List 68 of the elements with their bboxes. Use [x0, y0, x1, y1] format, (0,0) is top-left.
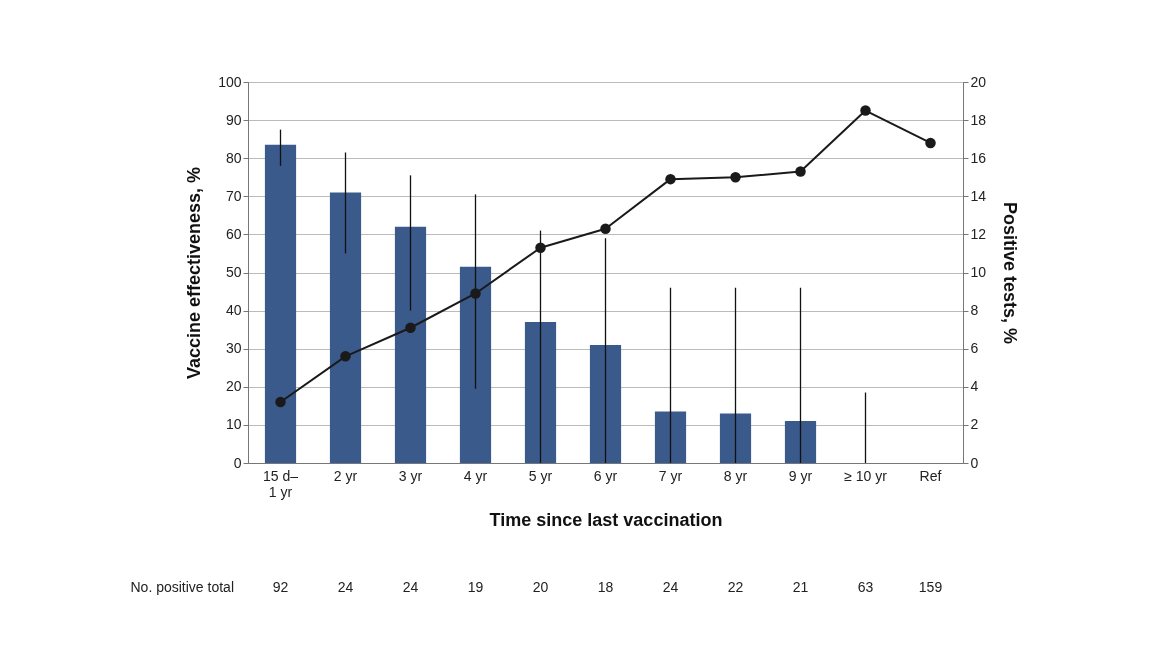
x-tick-label: 15 d– 1 yr — [262, 467, 299, 500]
text: No. positive total — [130, 579, 234, 595]
y2-tick-label: 6 — [970, 340, 979, 357]
y2-tick-label: 12 — [970, 225, 987, 242]
text: 20 — [532, 579, 549, 595]
y-tick-label: 0 — [233, 454, 242, 471]
x-tick-label: Ref — [919, 467, 942, 484]
bar — [459, 266, 492, 463]
point — [340, 351, 351, 362]
y-tick-label: 30 — [225, 340, 242, 357]
text: 24 — [402, 579, 419, 595]
y-tick-label: 90 — [225, 111, 242, 128]
bar — [524, 322, 557, 463]
bar — [589, 344, 622, 463]
y2-axis-title: Positive tests, % — [1000, 201, 1021, 345]
y-tick-label: 80 — [225, 149, 242, 166]
x-tick-label: 5 yr — [528, 467, 553, 484]
bar — [784, 421, 817, 463]
point — [470, 288, 481, 299]
point — [275, 396, 286, 408]
text: 24 — [337, 579, 354, 595]
y2-tick-label: 14 — [970, 187, 987, 204]
y-tick-label: 100 — [218, 73, 242, 90]
x-tick-label: 3 yr — [398, 467, 423, 484]
y-tick-label: 50 — [225, 264, 242, 280]
y-tick-label: 40 — [225, 302, 242, 319]
x-tick-label: 8 yr — [723, 467, 748, 484]
x-tick-label: 6 yr — [593, 467, 618, 484]
bar — [329, 192, 362, 463]
bar — [264, 144, 297, 463]
y-tick-label: 60 — [225, 225, 242, 242]
x-tick-label: 7 yr — [658, 467, 683, 484]
y2-tick-label: 4 — [970, 378, 979, 395]
y2-tick-label: 0 — [970, 454, 979, 471]
y-tick-label: 70 — [225, 187, 242, 204]
text: 24 — [662, 579, 679, 595]
text: 18 — [597, 579, 614, 595]
x-tick-label: ≥ 10 yr — [844, 467, 888, 484]
y-tick-label: 10 — [225, 416, 242, 433]
point — [795, 166, 806, 177]
y2-tick-label: 10 — [970, 264, 987, 280]
x-tick-label: 4 yr — [463, 467, 488, 484]
point — [925, 137, 936, 149]
y2-tick-label: 8 — [970, 302, 979, 319]
text: 92 — [272, 579, 289, 595]
point — [860, 105, 871, 116]
text: 159 — [918, 579, 943, 595]
point — [730, 172, 741, 183]
point — [665, 173, 676, 185]
point — [405, 322, 416, 333]
text: 63 — [857, 579, 874, 595]
y-axis-title: Vaccine effectiveness, % — [184, 166, 205, 380]
point — [600, 223, 611, 234]
bar — [719, 413, 752, 463]
y2-tick-label: 2 — [970, 416, 979, 433]
text: 22 — [727, 579, 744, 595]
x-tick-label: 2 yr — [333, 467, 358, 484]
y2-tick-label: 16 — [970, 149, 987, 166]
y2-tick-label: 18 — [970, 111, 987, 128]
y-tick-label: 20 — [225, 378, 242, 395]
y2-tick-label: 20 — [970, 73, 987, 90]
text: 19 — [467, 579, 484, 595]
bar — [654, 411, 687, 463]
x-axis-title: Time since last vaccination — [489, 509, 723, 530]
text: 21 — [792, 579, 809, 595]
bar — [394, 226, 427, 463]
x-tick-label: 9 yr — [788, 467, 813, 484]
point — [535, 242, 546, 253]
